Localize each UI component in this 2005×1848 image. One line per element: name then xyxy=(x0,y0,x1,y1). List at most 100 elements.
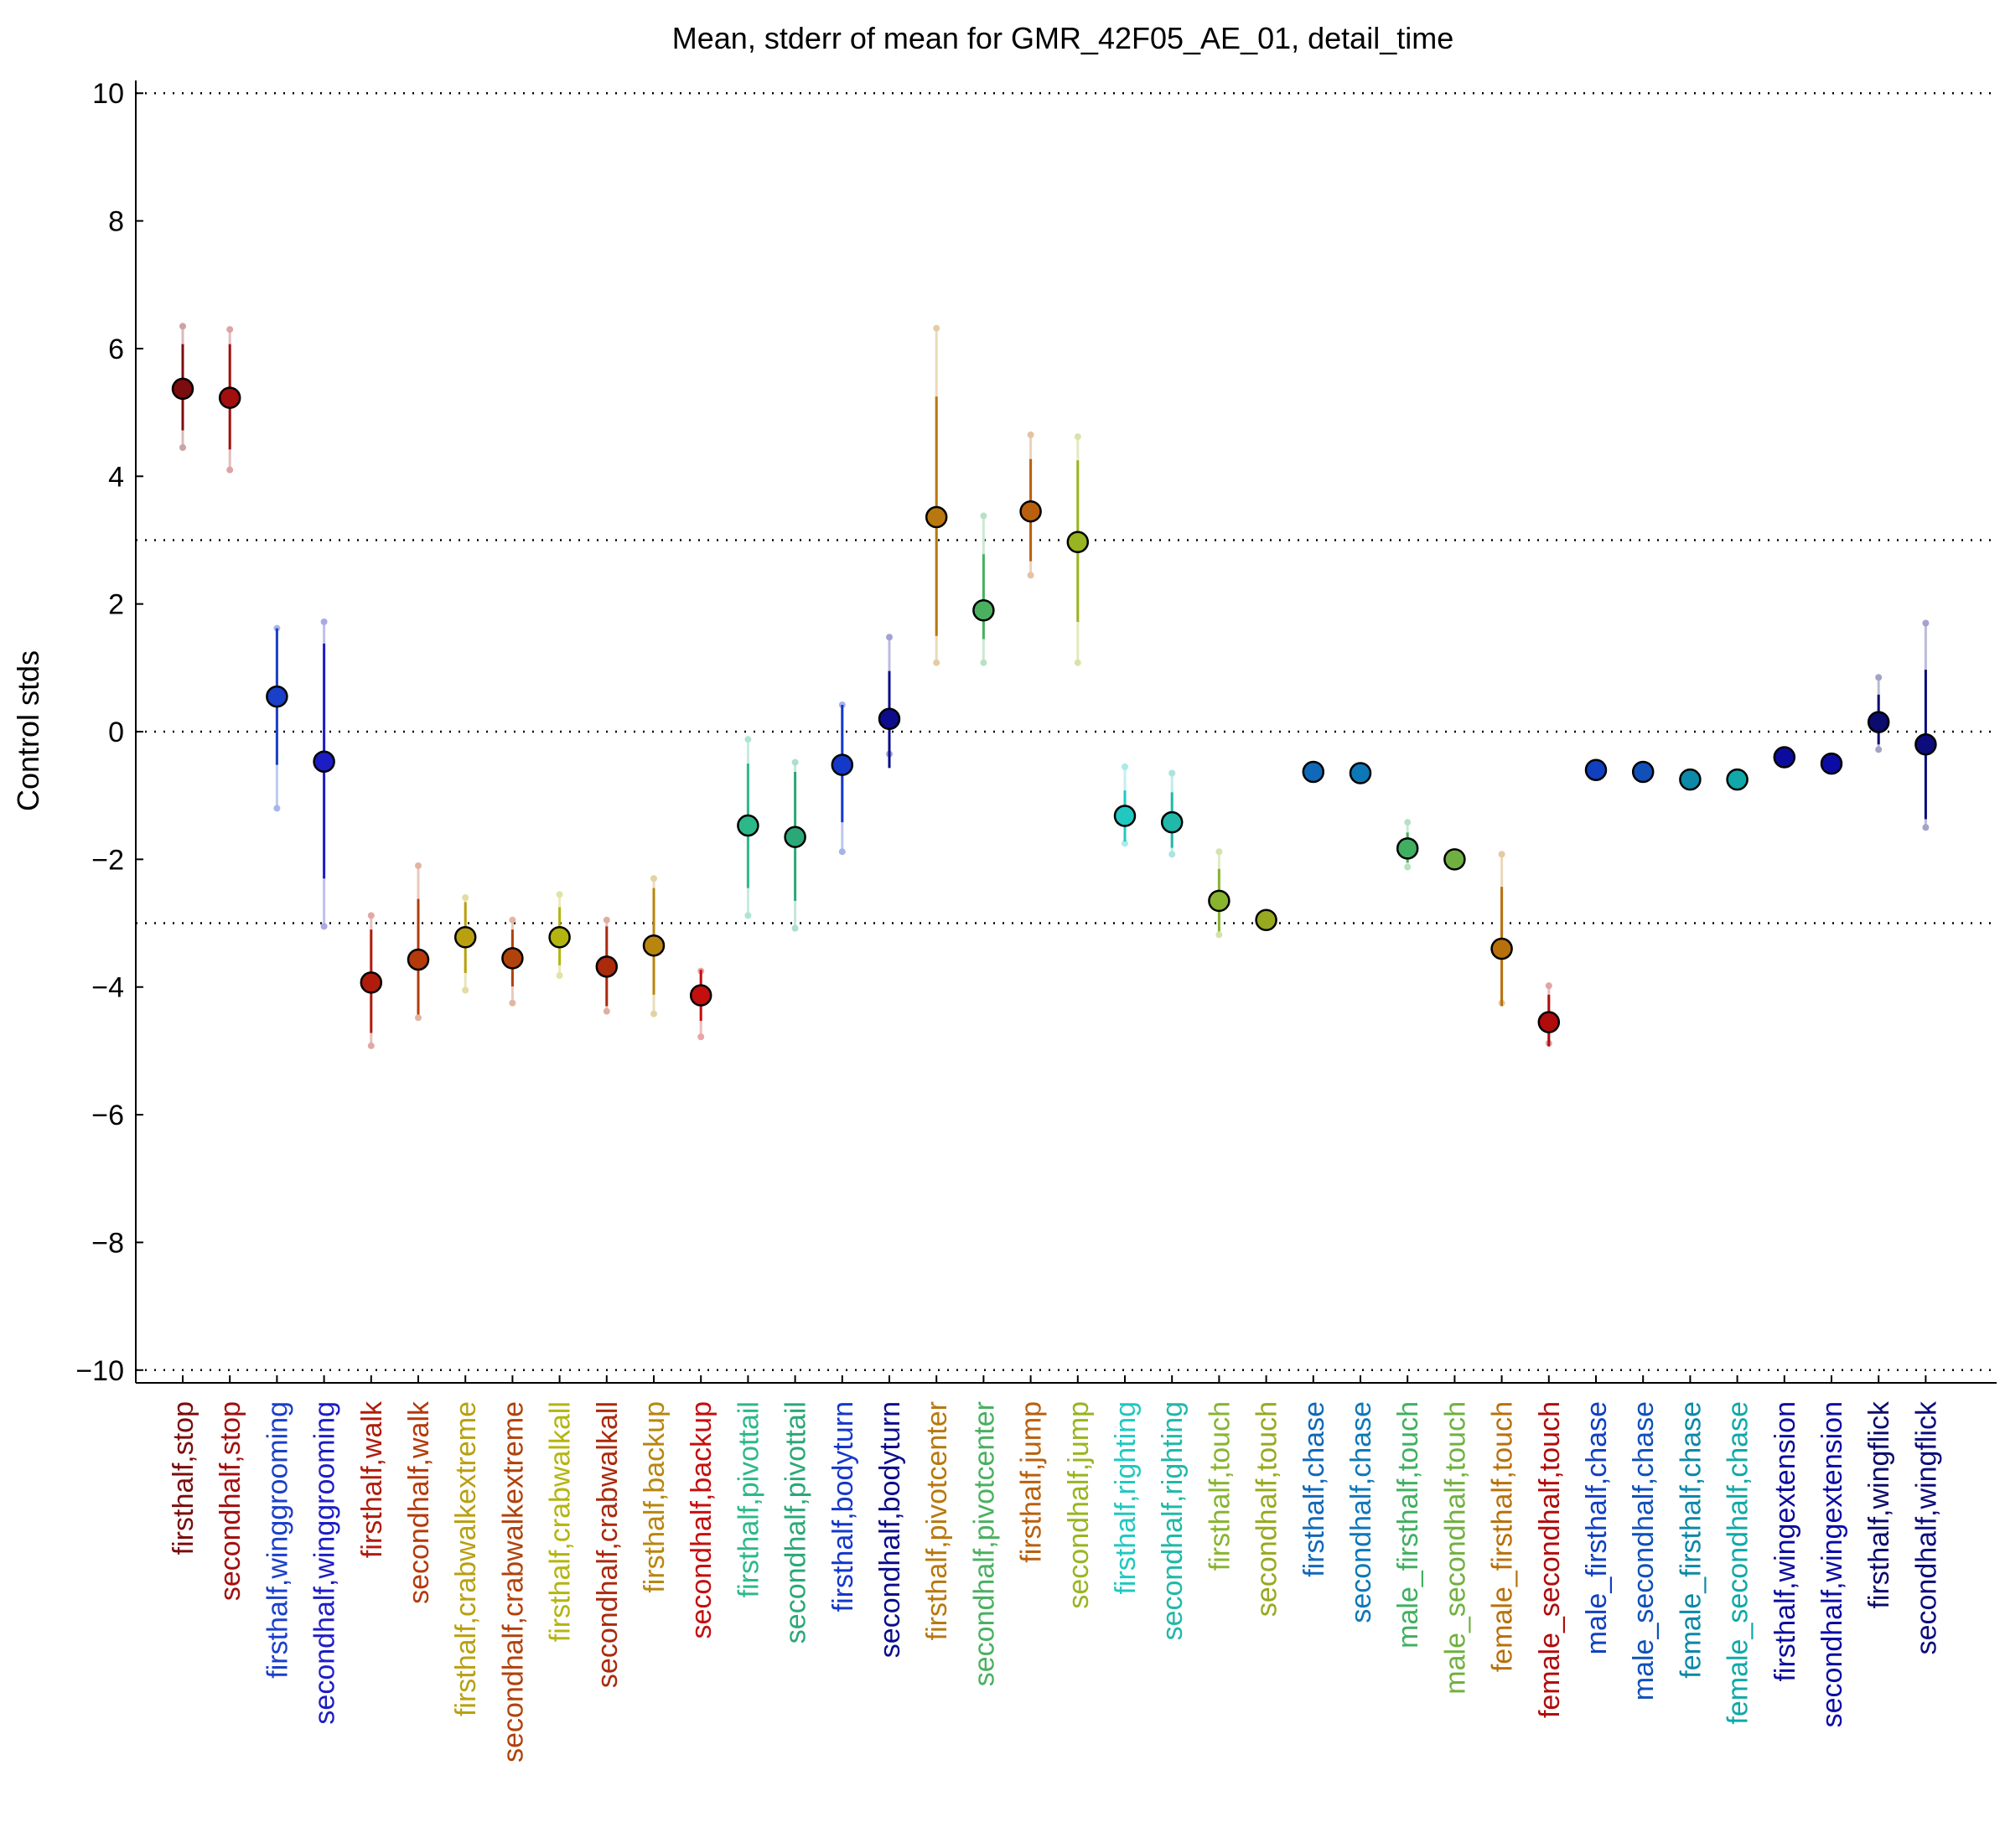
x-tick-label: secondhalf,bodyturn xyxy=(874,1401,906,1658)
x-tick-label: firsthalf,wingextension xyxy=(1769,1401,1801,1682)
range-point xyxy=(1922,824,1930,831)
range-point xyxy=(1074,433,1081,441)
mean-point xyxy=(1537,1011,1561,1033)
x-tick-label: firsthalf,crabwalkall xyxy=(545,1401,577,1642)
x-tick-label: firsthalf,pivottail xyxy=(733,1401,764,1597)
mean-point xyxy=(1490,937,1513,960)
mean-point xyxy=(1820,752,1843,775)
x-tick-label: firsthalf,chase xyxy=(1298,1401,1330,1577)
x-tick-label: secondhalf,touch xyxy=(1251,1401,1283,1617)
mean-point xyxy=(1914,732,1937,756)
y-tick-label: 2 xyxy=(108,589,124,621)
range-point xyxy=(1404,863,1412,871)
data-marks xyxy=(171,323,1937,1049)
mean-point xyxy=(1019,500,1042,523)
range-point xyxy=(603,1007,610,1015)
mean-point xyxy=(1631,760,1655,784)
mean-point xyxy=(1867,711,1890,733)
x-tick-label: secondhalf,righting xyxy=(1157,1401,1189,1640)
range-point xyxy=(1122,763,1128,770)
range-point xyxy=(1875,746,1883,753)
range-point xyxy=(415,1014,422,1022)
x-tick-label: female_secondhalf,chase xyxy=(1723,1401,1754,1725)
range-point xyxy=(509,999,516,1007)
mean-point xyxy=(266,685,288,708)
range-point xyxy=(509,916,516,924)
mean-point xyxy=(1255,908,1277,931)
y-tick-label: 4 xyxy=(108,461,124,493)
x-tick-label: firsthalf,righting xyxy=(1110,1401,1142,1595)
mean-point xyxy=(1208,889,1230,913)
range-point xyxy=(179,323,186,330)
range-point xyxy=(838,848,846,856)
range-point xyxy=(1215,931,1223,939)
mean-point xyxy=(1160,810,1184,834)
range-point xyxy=(744,736,752,743)
x-tick-label: male_firsthalf,touch xyxy=(1392,1401,1424,1649)
range-point xyxy=(462,894,469,902)
range-point xyxy=(320,618,328,625)
x-tick-label: secondhalf,crabwalkall xyxy=(592,1401,624,1688)
mean-point xyxy=(831,753,854,776)
range-point xyxy=(1027,572,1034,579)
mean-point xyxy=(972,599,995,622)
range-point xyxy=(650,875,657,883)
x-tick-label: male_firsthalf,chase xyxy=(1581,1401,1613,1654)
y-axis-label: Control stds xyxy=(11,650,45,811)
range-point xyxy=(1875,674,1883,681)
range-point xyxy=(367,1042,375,1049)
y-ticks: 10 8 6 4 2 0 −2 −4 −6 −8 −10 xyxy=(75,78,143,1387)
y-tick-label: −2 xyxy=(91,844,124,876)
x-tick-label: secondhalf,pivotcenter xyxy=(968,1401,1000,1686)
y-tick-label: 10 xyxy=(92,78,124,110)
mean-point xyxy=(1349,762,1372,784)
x-tick-label: firsthalf,winggrooming xyxy=(262,1401,293,1679)
range-point xyxy=(1215,848,1223,856)
x-tick-label: firsthalf,wingflick xyxy=(1863,1400,1895,1609)
x-tick-label: firsthalf,pivotcenter xyxy=(921,1401,953,1640)
reference-lines xyxy=(136,91,1997,1372)
mean-point xyxy=(501,947,524,970)
range-point xyxy=(462,986,469,994)
range-point xyxy=(791,758,799,766)
mean-point xyxy=(548,926,571,949)
range-point xyxy=(320,923,328,930)
y-tick-label: 8 xyxy=(108,206,124,238)
mean-point xyxy=(595,955,619,978)
mean-point xyxy=(171,377,194,401)
x-tick-label: secondhalf,jump xyxy=(1063,1401,1095,1609)
x-tick-label: secondhalf,walk xyxy=(403,1400,435,1604)
mean-point xyxy=(407,948,430,971)
x-tick-labels: firsthalf,stop secondhalf,stop firsthalf,w… xyxy=(168,1400,1942,1763)
range-point xyxy=(1498,851,1505,858)
range-point xyxy=(933,324,940,332)
mean-point xyxy=(313,750,335,774)
range-point xyxy=(697,1033,705,1041)
range-point xyxy=(1545,982,1552,990)
range-point xyxy=(980,659,987,666)
x-tick-label: female_firsthalf,chase xyxy=(1675,1401,1707,1679)
x-tick-label: secondhalf,stop xyxy=(215,1401,246,1601)
range-point xyxy=(1027,431,1034,438)
range-point xyxy=(1074,659,1081,666)
y-tick-label: −4 xyxy=(91,972,124,1004)
range-point xyxy=(1168,769,1176,777)
mean-point xyxy=(1396,837,1419,860)
y-tick-label: −8 xyxy=(91,1227,124,1259)
range-point xyxy=(1404,819,1412,826)
mean-point xyxy=(1113,805,1137,827)
mean-point xyxy=(453,926,477,949)
range-point xyxy=(179,444,186,452)
mean-point xyxy=(1066,531,1090,554)
x-tick-label: firsthalf,stop xyxy=(168,1401,199,1555)
mean-point xyxy=(642,934,666,957)
x-tick-label: female_secondhalf,touch xyxy=(1534,1401,1566,1718)
range-point xyxy=(933,659,940,666)
x-tick-label: firsthalf,walk xyxy=(356,1400,388,1558)
mean-point xyxy=(1726,768,1749,791)
x-tick-label: secondhalf,wingextension xyxy=(1816,1401,1848,1727)
y-tick-label: −6 xyxy=(91,1100,124,1131)
range-point xyxy=(367,912,375,919)
x-tick-label: secondhalf,chase xyxy=(1345,1401,1377,1623)
